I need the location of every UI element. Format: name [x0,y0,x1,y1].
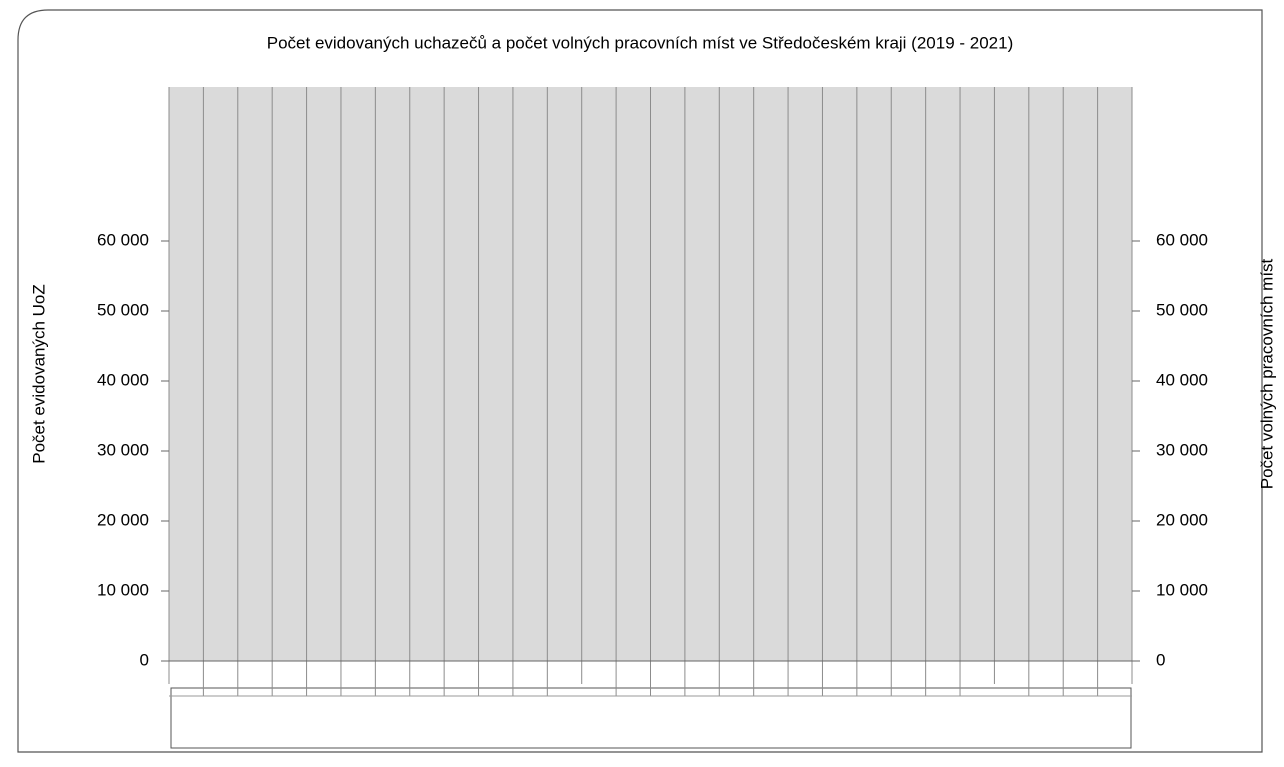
y2-tick-label: 10 000 [1156,580,1208,599]
y-tick-label: 10 000 [97,580,149,599]
y-tick-label: 40 000 [97,370,149,389]
legend [170,687,1132,749]
y-tick-label: 0 [140,650,149,669]
y-axis-label: Počet evidovaných UoZ [29,284,48,464]
y-tick-label: 60 000 [97,230,149,249]
y-tick-label: 50 000 [97,300,149,319]
y2-tick-label: 50 000 [1156,300,1208,319]
chart-title: Počet evidovaných uchazečů a počet volný… [267,33,1014,52]
y-tick-label: 20 000 [97,510,149,529]
y2-tick-label: 40 000 [1156,370,1208,389]
y2-tick-label: 20 000 [1156,510,1208,529]
y2-tick-label: 0 [1156,650,1165,669]
y2-tick-label: 30 000 [1156,440,1208,459]
y2-axis-label: Počet volných pracovních míst [1257,258,1276,489]
y2-tick-label: 60 000 [1156,230,1208,249]
y-tick-label: 30 000 [97,440,149,459]
